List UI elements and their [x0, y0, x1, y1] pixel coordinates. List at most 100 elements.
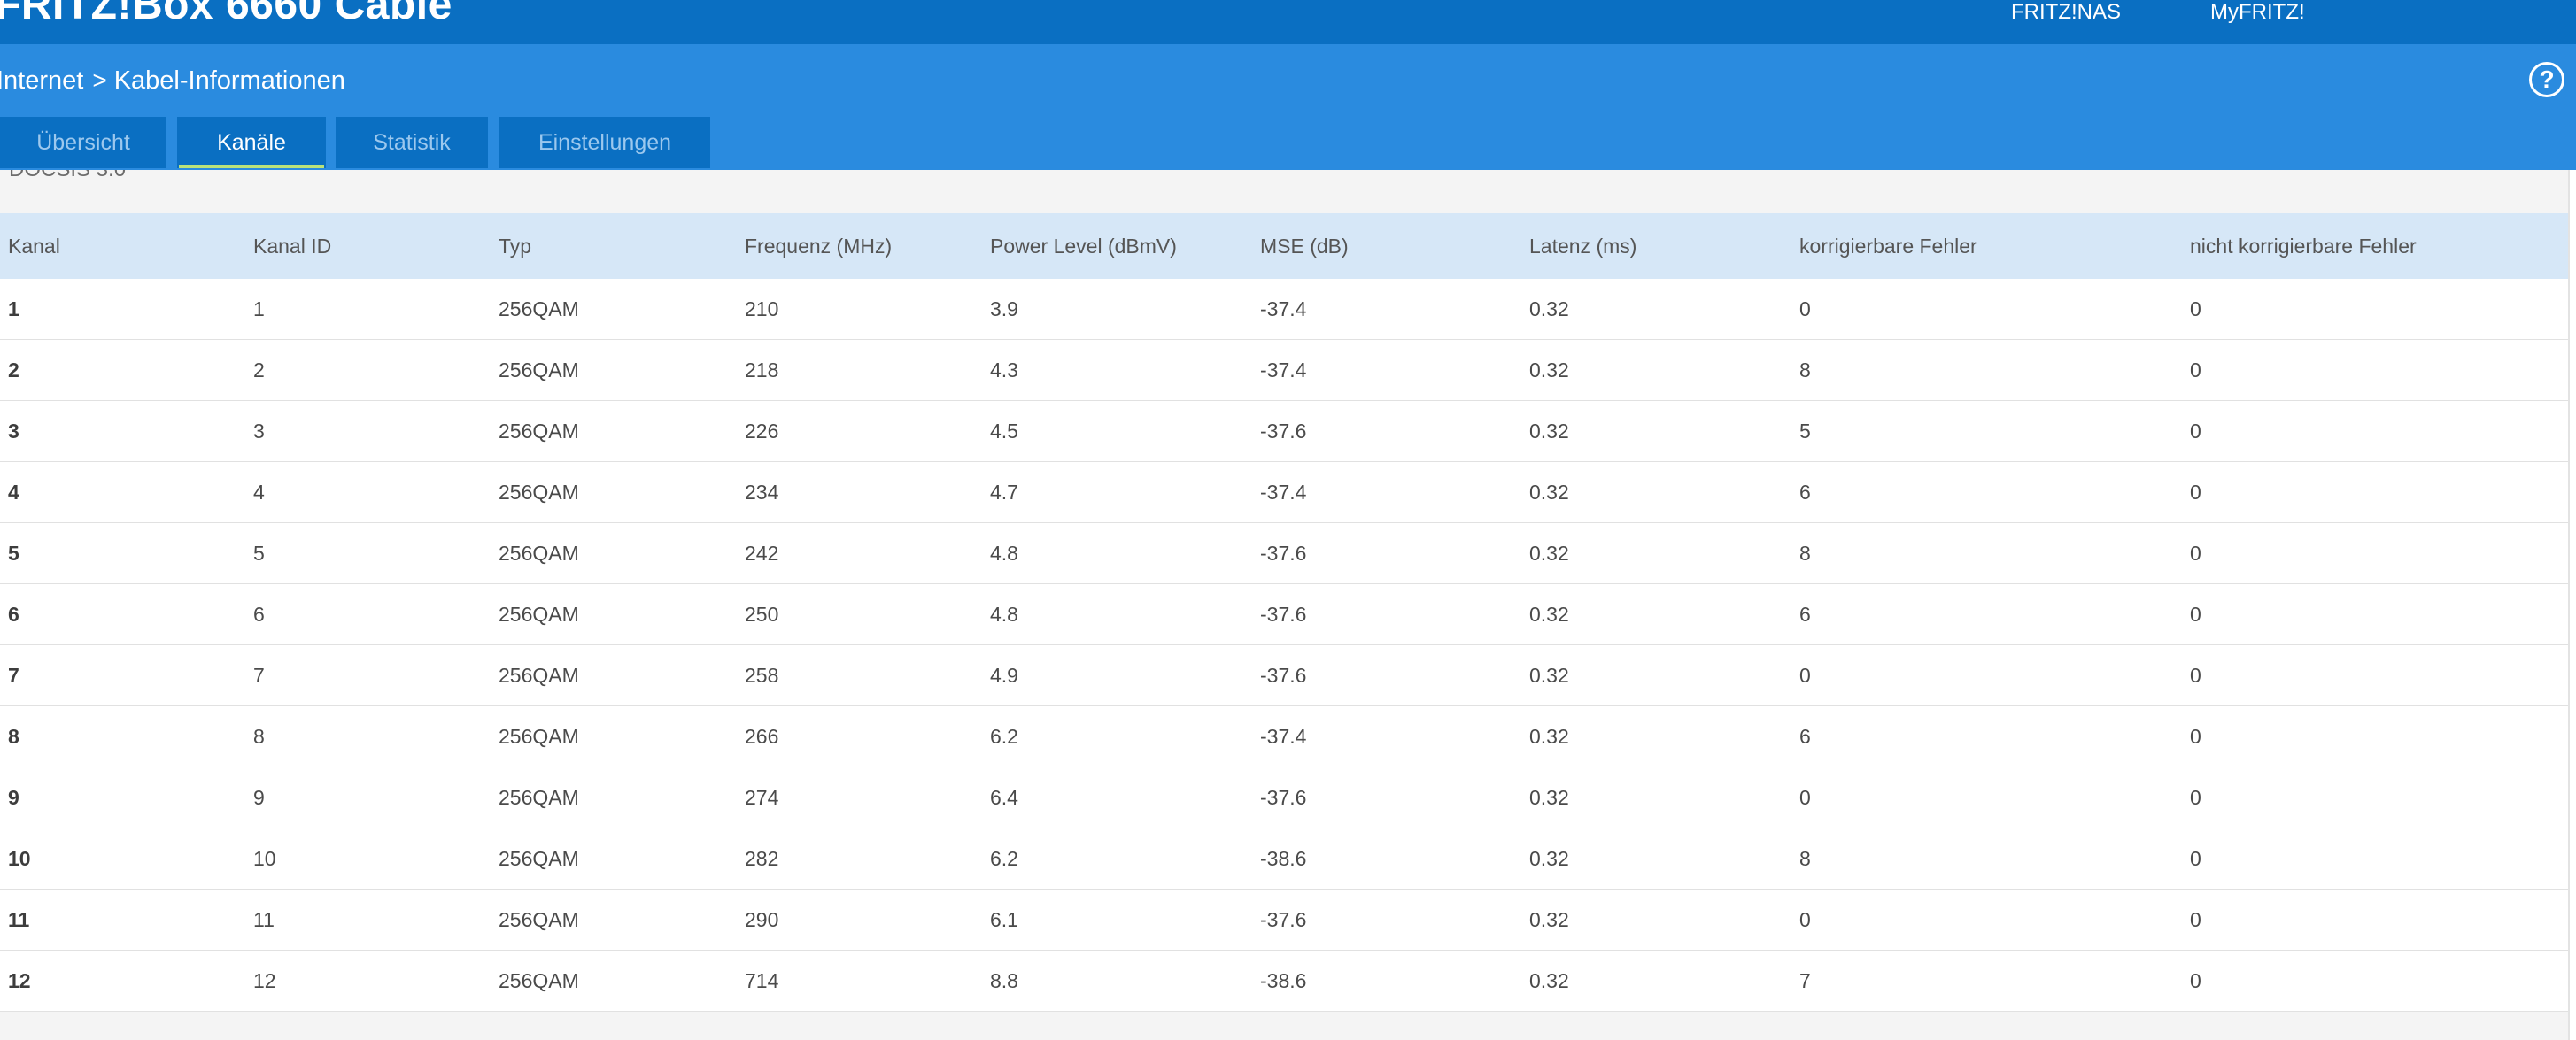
column-header: MSE (dB) [1260, 235, 1349, 258]
table-row: 4 4 256QAM 234 4.7 -37.4 0.32 6 0 [0, 462, 2568, 523]
table-cell: -38.6 [1260, 969, 1307, 992]
table-cell: 266 [745, 725, 779, 748]
table-cell: 5 [253, 542, 265, 565]
table-cell: 0.32 [1529, 847, 1569, 870]
table-cell: 0.32 [1529, 420, 1569, 443]
myfritz-link[interactable]: MyFRITZ! [2210, 0, 2305, 24]
tab-uebersicht[interactable]: Übersicht [0, 117, 166, 168]
table-cell: 10 [253, 847, 276, 870]
table-cell: 5 [8, 542, 19, 565]
table-cell: 0.32 [1529, 786, 1569, 809]
section-title: DOCSIS 3.0 [9, 170, 126, 182]
chevron-right-icon: > [92, 66, 107, 95]
table-cell: 0 [2190, 664, 2201, 687]
table-row: 1 1 256QAM 210 3.9 -37.4 0.32 0 0 [0, 279, 2568, 340]
table-cell: 8 [1799, 847, 1811, 870]
table-cell: -37.4 [1260, 725, 1307, 748]
table-cell: 0 [2190, 542, 2201, 565]
table-cell: 0.32 [1529, 358, 1569, 381]
table-cell: 714 [745, 969, 779, 992]
table-cell: 256QAM [499, 481, 579, 504]
table-cell: 226 [745, 420, 779, 443]
tab-einstellungen[interactable]: Einstellungen [499, 117, 710, 168]
table-cell: 218 [745, 358, 779, 381]
column-header: korrigierbare Fehler [1799, 235, 1977, 258]
table-cell: -37.6 [1260, 786, 1307, 809]
table-row: 5 5 256QAM 242 4.8 -37.6 0.32 8 0 [0, 523, 2568, 584]
table-cell: 0.32 [1529, 664, 1569, 687]
table-cell: 0 [2190, 358, 2201, 381]
column-header: Latenz (ms) [1529, 235, 1637, 258]
table-cell: -37.4 [1260, 481, 1307, 504]
table-cell: 0 [2190, 481, 2201, 504]
help-circle-icon[interactable]: ? [2529, 62, 2564, 97]
table-row: 6 6 256QAM 250 4.8 -37.6 0.32 6 0 [0, 584, 2568, 645]
table-cell: 4.8 [990, 603, 1018, 626]
table-row: 12 12 256QAM 714 8.8 -38.6 0.32 7 0 [0, 951, 2568, 1012]
table-cell: 0.32 [1529, 603, 1569, 626]
breadcrumb-current: Kabel-Informationen [113, 65, 345, 95]
tab-statistik[interactable]: Statistik [336, 117, 488, 168]
table-cell: 7 [8, 664, 19, 687]
table-cell: 6 [8, 603, 19, 626]
table-cell: -37.4 [1260, 297, 1307, 320]
table-cell: 6 [1799, 603, 1811, 626]
breadcrumb: Internet > Kabel-Informationen [0, 65, 345, 96]
table-cell: 3.9 [990, 297, 1018, 320]
table-cell: 0.32 [1529, 542, 1569, 565]
table-cell: 258 [745, 664, 779, 687]
table-cell: 256QAM [499, 297, 579, 320]
table-row: 11 11 256QAM 290 6.1 -37.6 0.32 0 0 [0, 890, 2568, 951]
table-cell: 8 [253, 725, 265, 748]
fritz-nas-link[interactable]: FRITZ!NAS [2011, 0, 2121, 24]
table-cell: 2 [8, 358, 19, 381]
table-cell: 256QAM [499, 908, 579, 931]
table-cell: 3 [253, 420, 265, 443]
table-cell: -37.6 [1260, 908, 1307, 931]
table-cell: 6.2 [990, 725, 1018, 748]
table-cell: 4.7 [990, 481, 1018, 504]
table-cell: 9 [8, 786, 19, 809]
column-header: nicht korrigierbare Fehler [2190, 235, 2417, 258]
table-cell: 0 [1799, 908, 1811, 931]
table-row: 10 10 256QAM 282 6.2 -38.6 0.32 8 0 [0, 828, 2568, 890]
table-cell: 0.32 [1529, 297, 1569, 320]
top-header: FRITZ!Box 6660 Cable FRITZ!NAS MyFRITZ! [0, 0, 2576, 44]
table-cell: -37.6 [1260, 420, 1307, 443]
sub-header: Internet > Kabel-Informationen ? Übersicht… [0, 44, 2576, 170]
table-cell: 250 [745, 603, 779, 626]
table-cell: 0.32 [1529, 481, 1569, 504]
table-row: 9 9 256QAM 274 6.4 -37.6 0.32 0 0 [0, 767, 2568, 828]
table-cell: 8 [1799, 358, 1811, 381]
table-cell: 12 [253, 969, 276, 992]
table-cell: 256QAM [499, 603, 579, 626]
table-cell: 256QAM [499, 542, 579, 565]
table-cell: 6.2 [990, 847, 1018, 870]
table-cell: 242 [745, 542, 779, 565]
column-header: Frequenz (MHz) [745, 235, 893, 258]
table-cell: 4.9 [990, 664, 1018, 687]
column-header: Typ [499, 235, 532, 258]
table-cell: 1 [8, 297, 19, 320]
table-cell: 256QAM [499, 358, 579, 381]
column-header: Kanal [8, 235, 60, 258]
content-area: DOCSIS 3.0 Kanal Kanal ID Typ Frequenz (… [0, 170, 2570, 1040]
active-tab-indicator [179, 165, 324, 168]
tab-kanaele[interactable]: Kanäle [177, 117, 326, 168]
table-cell: 8.8 [990, 969, 1018, 992]
channel-table: Kanal Kanal ID Typ Frequenz (MHz) Power … [0, 213, 2568, 1012]
product-name: FRITZ!Box 6660 Cable [0, 0, 453, 28]
table-cell: 8 [1799, 542, 1811, 565]
table-cell: 282 [745, 847, 779, 870]
breadcrumb-parent[interactable]: Internet [0, 65, 84, 95]
table-cell: 0 [2190, 603, 2201, 626]
table-cell: 0.32 [1529, 725, 1569, 748]
table-cell: 256QAM [499, 420, 579, 443]
table-cell: 256QAM [499, 725, 579, 748]
table-row: 3 3 256QAM 226 4.5 -37.6 0.32 5 0 [0, 401, 2568, 462]
table-cell: 4 [253, 481, 265, 504]
table-cell: 0 [1799, 664, 1811, 687]
table-cell: 3 [8, 420, 19, 443]
tab-label: Einstellungen [538, 130, 672, 155]
